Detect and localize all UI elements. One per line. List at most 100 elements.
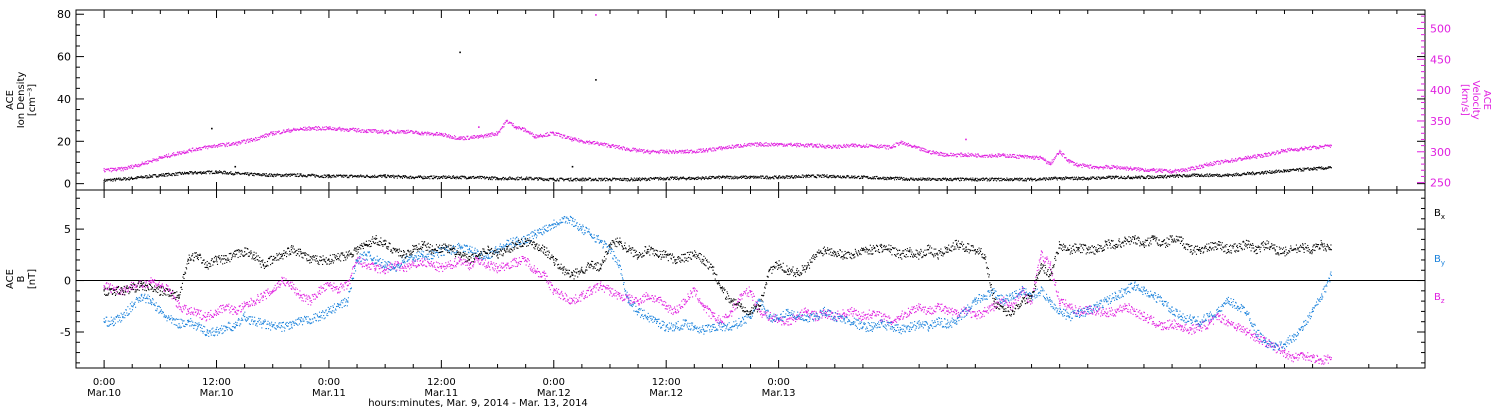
density-series-sample-1601 [929,179,930,180]
velocity-series-sample-1984 [1126,169,1127,170]
velocity-series-sample-1687 [973,154,974,155]
velocity-series-sample-1613 [935,152,936,153]
density-series-sample-2231 [1253,173,1254,174]
density-series-sample-3 [105,181,106,182]
density-series-sample-2124 [1198,174,1199,175]
density-series-sample-2034 [1152,176,1153,177]
velocity-series-sample-826 [529,133,530,134]
velocity-series-sample-1166 [704,151,705,152]
velocity-series-sample-922 [579,142,580,143]
density-series-sample-1635 [946,180,947,181]
velocity-series-sample-1677 [968,153,969,154]
velocity-series-sample-961 [599,145,600,146]
velocity-series-sample-1566 [910,145,911,146]
velocity-series-sample-699 [464,139,465,140]
density-series-sample-1323 [785,177,786,178]
density-series-sample-1681 [970,179,971,180]
velocity-series-sample-2079 [1175,169,1176,170]
velocity-series-sample-2221 [1248,156,1249,157]
density-series-sample-1534 [894,179,895,180]
density-series-sample-1245 [745,175,746,176]
velocity-series-sample-2009 [1139,171,1140,172]
velocity-series-sample-1882 [1073,165,1074,166]
density-series-sample-54 [131,178,132,179]
density-series-sample-1682 [970,178,971,179]
velocity-series-sample-1955 [1111,168,1112,169]
velocity-series-sample-1101 [671,152,672,153]
velocity-series-sample-1766 [1014,157,1015,158]
velocity-series-sample-743 [486,134,487,135]
density-series-sample-809 [520,178,521,179]
density-series-outlier-3 [459,52,461,54]
density-series-sample-1308 [778,178,779,179]
velocity-series-sample-338 [278,132,279,133]
velocity-series-sample-1994 [1131,169,1132,170]
velocity-series-sample-2217 [1246,157,1247,158]
velocity-series-sample-490 [356,131,357,132]
density-series-sample-336 [277,173,278,174]
velocity-series-sample-1398 [824,147,825,148]
velocity-series-sample-2045 [1157,171,1158,172]
velocity-series-sample-2247 [1261,155,1262,156]
density-series-sample-1883 [1074,177,1075,178]
velocity-series-sample-894 [564,135,565,136]
velocity-series-sample-312 [264,134,265,135]
bottom-panel-frame [76,190,1425,368]
velocity-series-sample-1881 [1073,162,1074,163]
density-series-sample-89 [149,177,150,178]
density-series-sample-900 [567,178,568,179]
density-series-sample-1584 [920,179,921,180]
density-series-sample-1890 [1077,178,1078,179]
velocity-series-sample-781 [506,121,507,122]
density-series-sample-1928 [1097,179,1098,180]
density-series-sample-410 [315,177,316,178]
velocity-series-sample-1108 [674,152,675,153]
density-series-sample-1361 [805,175,806,176]
velocity-series-sample-2228 [1252,157,1253,158]
velocity-series-sample-2225 [1250,156,1251,157]
velocity-series-sample-2139 [1206,165,1207,166]
velocity-series-sample-858 [546,133,547,134]
density-series-sample-779 [505,177,506,178]
density-series-sample-773 [502,178,503,179]
density-series-sample-1495 [874,176,875,177]
density-series-sample-1497 [875,178,876,179]
density-series-sample-799 [515,179,516,180]
velocity-series-sample-143 [177,151,178,152]
density-series-sample-1926 [1096,177,1097,178]
velocity-series-sample-856 [545,136,546,137]
density-series-sample-1623 [940,180,941,181]
density-series-sample-1442 [847,176,848,177]
density-series-sample-446 [333,175,334,176]
velocity-series-sample-703 [466,139,467,140]
velocity-series-sample-1587 [921,147,922,148]
velocity-series-sample-647 [437,132,438,133]
density-series-sample-1300 [773,178,774,179]
density-series-sample-2349 [1314,169,1315,170]
density-series-sample-1009 [623,179,624,180]
density-series-sample-2276 [1276,172,1277,173]
velocity-series-sample-185 [199,147,200,148]
velocity-series-sample-1778 [1020,155,1021,156]
velocity-series-point-56 [1068,160,1069,161]
density-series-sample-344 [281,176,282,177]
velocity-series-sample-956 [596,143,597,144]
density-series-sample-1396 [823,175,824,176]
velocity-series-sample-1273 [760,145,761,146]
velocity-series-sample-2242 [1259,155,1260,156]
velocity-series-sample-359 [289,131,290,132]
density-series-sample-282 [249,174,250,175]
velocity-series-sample-1842 [1053,161,1054,162]
density-series-sample-2275 [1276,170,1277,171]
velocity-series-sample-746 [488,134,489,135]
density-series-sample-21 [114,178,115,179]
velocity-series-sample-1554 [904,142,905,143]
velocity-series-sample-827 [530,131,531,132]
density-series-sample-1754 [1007,179,1008,180]
density-series-sample-1240 [743,177,744,178]
velocity-series-sample-2209 [1242,159,1243,160]
velocity-series-sample-325 [271,131,272,132]
velocity-series-sample-1117 [679,150,680,151]
density-series-sample-1825 [1044,178,1045,179]
velocity-series-sample-13 [110,168,111,169]
